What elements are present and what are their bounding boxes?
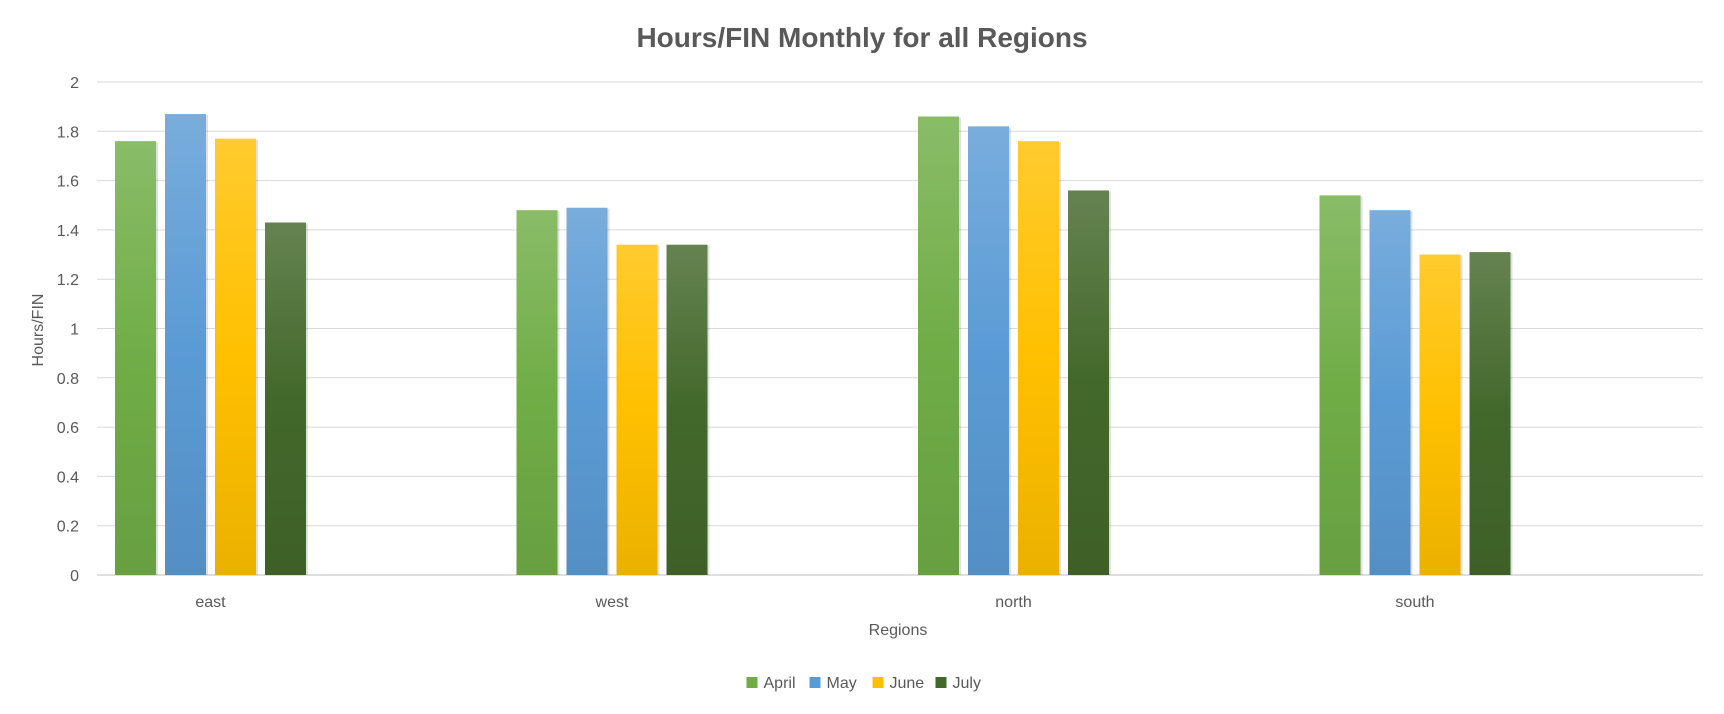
- bar-june-south: [1419, 254, 1461, 576]
- bar-july-west: [666, 244, 708, 575]
- bar-july-south: [1469, 252, 1511, 575]
- bar-april-north: [918, 116, 959, 575]
- y-tick-label: 1.2: [57, 272, 79, 289]
- bar-group-north: [918, 116, 1111, 576]
- legend-swatch: [809, 677, 821, 688]
- legend-item-may: May: [809, 675, 857, 692]
- legend: April May June July: [746, 675, 981, 692]
- x-tick-label: east: [195, 594, 226, 611]
- bar-may-south: [1369, 210, 1411, 575]
- x-axis-title: Regions: [869, 622, 928, 639]
- x-axis-ticks: east west north south: [195, 594, 1434, 611]
- bars: [115, 114, 1513, 576]
- bar-july-north: [1068, 190, 1109, 575]
- y-tick-label: 0.6: [57, 420, 79, 437]
- legend-label: April: [764, 675, 796, 692]
- bar-group-south: [1319, 195, 1513, 576]
- legend-label: June: [890, 675, 925, 692]
- bar-group-east: [115, 114, 308, 576]
- y-tick-label: 0: [70, 568, 79, 585]
- bar-april-west: [516, 210, 558, 575]
- bar-may-east: [165, 114, 206, 576]
- bar-may-north: [968, 126, 1009, 576]
- y-tick-label: 0.8: [57, 371, 79, 388]
- y-tick-label: 2: [70, 75, 79, 92]
- y-tick-label: 1: [70, 322, 79, 339]
- chart-title: Hours/FIN Monthly for all Regions: [636, 22, 1087, 53]
- y-tick-label: 1.4: [57, 223, 79, 240]
- bar-june-east: [215, 138, 256, 575]
- legend-swatch: [872, 677, 884, 688]
- gridlines: [97, 81, 1703, 576]
- x-tick-label: north: [995, 594, 1031, 611]
- x-tick-label: south: [1395, 594, 1434, 611]
- legend-swatch: [746, 677, 758, 688]
- bar-july-east: [265, 222, 306, 575]
- bar-june-north: [1018, 141, 1059, 575]
- legend-label: May: [827, 675, 857, 692]
- x-tick-label: west: [595, 594, 629, 611]
- legend-item-april: April: [746, 675, 796, 692]
- legend-swatch: [935, 677, 947, 688]
- y-axis-ticks: 0 0.2 0.4 0.6 0.8 1 1.2 1.4 1.6 1.8 2: [57, 75, 79, 585]
- bar-may-west: [566, 207, 608, 575]
- y-tick-label: 0.2: [57, 519, 79, 536]
- y-tick-label: 1.8: [57, 124, 79, 141]
- y-tick-label: 1.6: [57, 174, 79, 191]
- legend-item-june: June: [872, 675, 925, 692]
- bar-june-west: [616, 244, 658, 575]
- bar-april-east: [115, 141, 156, 575]
- y-tick-label: 0.4: [57, 469, 79, 486]
- bar-group-west: [516, 207, 710, 575]
- y-axis-title: Hours/FIN: [30, 294, 47, 367]
- bar-april-south: [1319, 195, 1361, 575]
- legend-label: July: [953, 675, 981, 692]
- legend-item-july: July: [935, 675, 981, 692]
